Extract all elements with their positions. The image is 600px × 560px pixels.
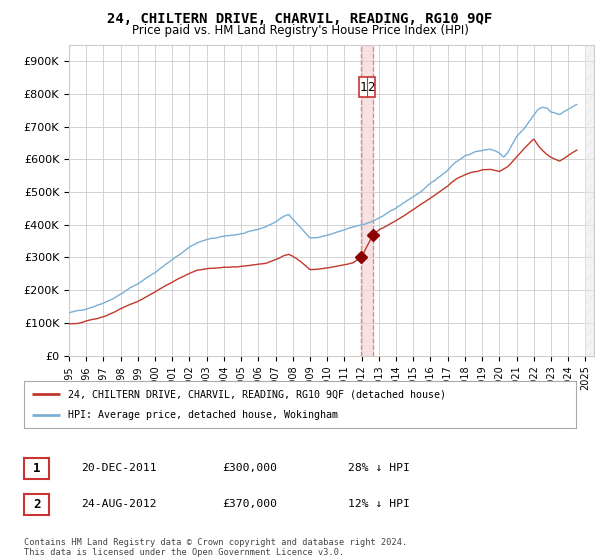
Text: 24-AUG-2012: 24-AUG-2012 bbox=[81, 499, 157, 509]
Text: HPI: Average price, detached house, Wokingham: HPI: Average price, detached house, Woki… bbox=[68, 410, 338, 420]
Text: 2: 2 bbox=[33, 498, 40, 511]
Text: Contains HM Land Registry data © Crown copyright and database right 2024.
This d: Contains HM Land Registry data © Crown c… bbox=[24, 538, 407, 557]
Text: £300,000: £300,000 bbox=[222, 463, 277, 473]
Bar bbox=[361, 45, 373, 356]
Text: 20-DEC-2011: 20-DEC-2011 bbox=[81, 463, 157, 473]
Text: £370,000: £370,000 bbox=[222, 499, 277, 509]
Text: 1: 1 bbox=[359, 81, 367, 94]
Text: 1: 1 bbox=[33, 461, 40, 475]
Text: 24, CHILTERN DRIVE, CHARVIL, READING, RG10 9QF: 24, CHILTERN DRIVE, CHARVIL, READING, RG… bbox=[107, 12, 493, 26]
FancyBboxPatch shape bbox=[359, 77, 375, 97]
Text: 24, CHILTERN DRIVE, CHARVIL, READING, RG10 9QF (detached house): 24, CHILTERN DRIVE, CHARVIL, READING, RG… bbox=[68, 389, 446, 399]
Bar bbox=[586, 45, 594, 356]
Text: 2: 2 bbox=[367, 81, 374, 94]
Text: 12% ↓ HPI: 12% ↓ HPI bbox=[348, 499, 410, 509]
Text: Price paid vs. HM Land Registry's House Price Index (HPI): Price paid vs. HM Land Registry's House … bbox=[131, 24, 469, 37]
Text: 28% ↓ HPI: 28% ↓ HPI bbox=[348, 463, 410, 473]
